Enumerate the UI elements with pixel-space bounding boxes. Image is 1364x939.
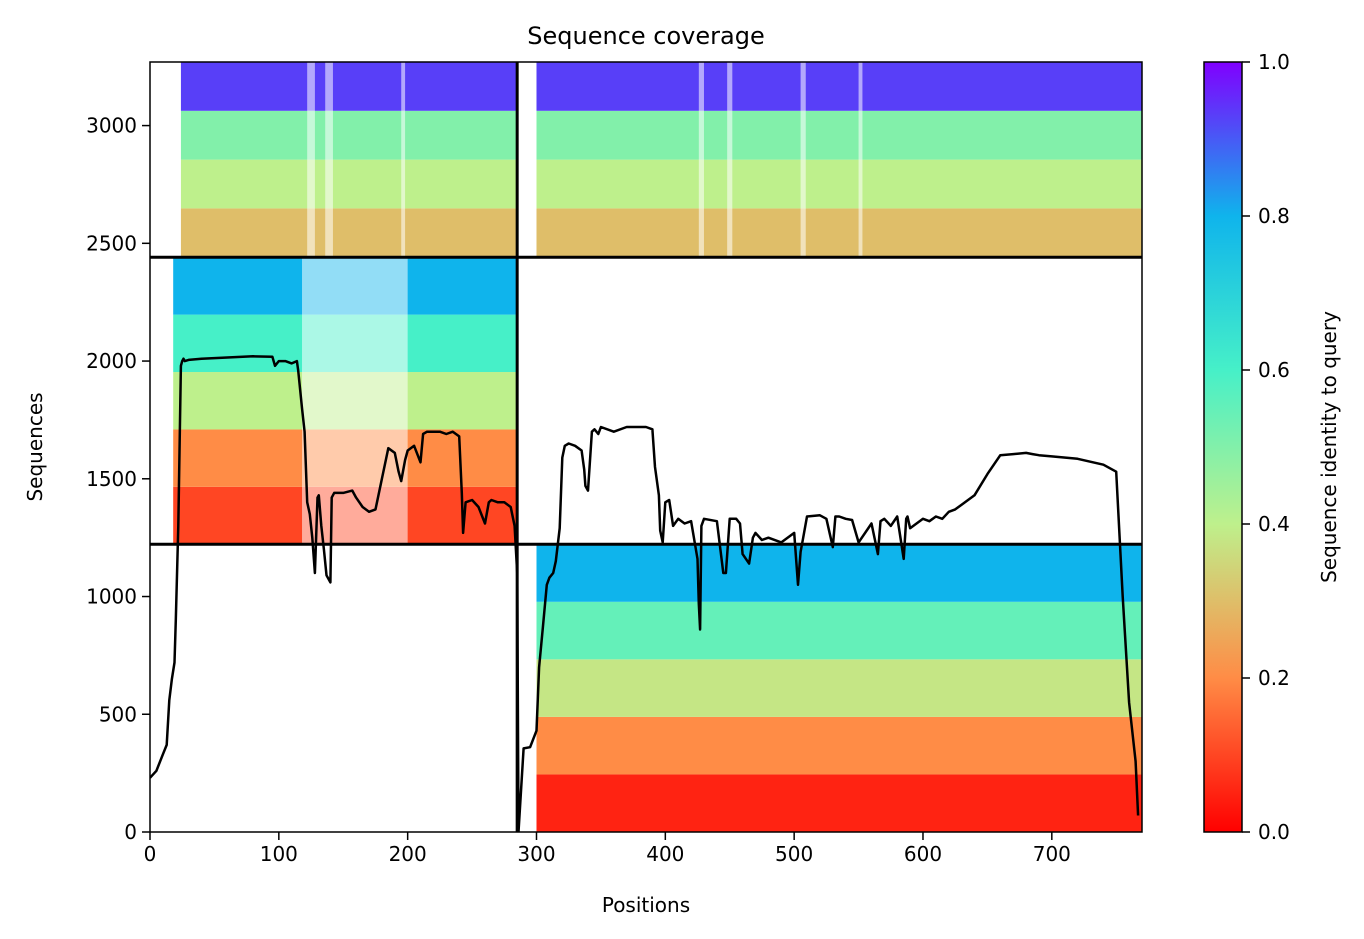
colorbar-tick-label: 0.4 [1258, 512, 1290, 536]
coverage-band [180, 110, 518, 160]
y-tick-label: 2000 [86, 349, 137, 373]
y-tick-label: 1500 [86, 467, 137, 491]
coverage-band [536, 62, 1142, 111]
x-tick-label: 300 [517, 842, 555, 866]
coverage-gap [307, 62, 315, 258]
colorbar-ticks: 0.0 0.2 0.4 0.6 0.8 1.0 [1242, 50, 1290, 844]
coverage-gap [858, 62, 863, 258]
y-tick-label: 2500 [86, 231, 137, 255]
coverage-block [180, 62, 518, 258]
coverage-band [536, 716, 1142, 775]
colorbar-tick-label: 1.0 [1258, 50, 1290, 74]
coverage-gap [800, 62, 806, 258]
x-tick-label: 600 [904, 842, 942, 866]
colorbar-tick-label: 0.8 [1258, 204, 1290, 228]
x-axis-ticks: 0 100 200 300 400 500 600 700 [144, 832, 1071, 866]
x-tick-label: 500 [775, 842, 813, 866]
coverage-band [180, 62, 518, 111]
y-axis-title: Sequences [23, 392, 47, 501]
y-axis-ticks: 0 500 1000 1500 2000 2500 3000 [86, 114, 150, 844]
coverage-gap [727, 62, 733, 258]
coverage-gap [698, 62, 704, 258]
coverage-gap [401, 62, 406, 258]
x-tick-label: 200 [389, 842, 427, 866]
plot-frame [149, 61, 1143, 833]
colorbar-label: Sequence identity to query [1317, 311, 1341, 583]
x-tick-label: 400 [646, 842, 684, 866]
coverage-band [536, 208, 1142, 258]
coverage-block [536, 62, 1142, 258]
coverage-line-layer [150, 355, 1140, 832]
coverage-band [180, 159, 518, 209]
colorbar [1203, 61, 1243, 833]
coverage-band [536, 544, 1142, 602]
coverage-block [536, 544, 1142, 832]
colorbar-tick-label: 0.0 [1258, 820, 1290, 844]
x-axis-title: Positions [602, 893, 690, 917]
colorbar-tick-label: 0.6 [1258, 358, 1290, 382]
colorbar-tick-label: 0.2 [1258, 666, 1290, 690]
coverage-band [536, 774, 1142, 832]
coverage-band [536, 659, 1142, 717]
x-tick-label: 0 [144, 842, 157, 866]
y-tick-label: 500 [99, 702, 137, 726]
coverage-band [536, 601, 1142, 660]
y-tick-label: 0 [124, 820, 137, 844]
coverage-band [536, 110, 1142, 160]
coverage-gap [325, 62, 333, 258]
coverage-band [180, 208, 518, 258]
coverage-heatmap [173, 62, 1142, 832]
chart-title: Sequence coverage [527, 22, 764, 50]
y-tick-label: 3000 [86, 114, 137, 138]
x-tick-label: 100 [260, 842, 298, 866]
y-tick-label: 1000 [86, 585, 137, 609]
x-tick-label: 700 [1033, 842, 1071, 866]
coverage-band [536, 159, 1142, 209]
coverage-line [150, 355, 1140, 832]
